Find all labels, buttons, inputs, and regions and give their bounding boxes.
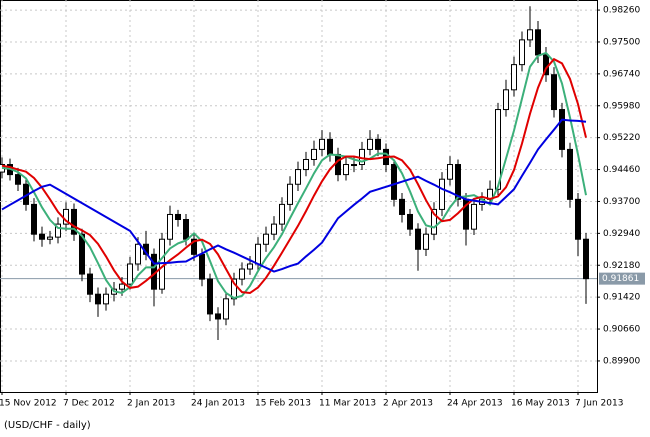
x-tick-label: 7 Dec 2012: [63, 399, 115, 409]
candle-body: [519, 39, 525, 66]
candle-body: [527, 29, 533, 41]
candle-body: [279, 203, 285, 225]
candle-body: [135, 243, 141, 265]
plot-frame: [0, 0, 598, 393]
candle-body: [311, 148, 317, 160]
y-tick-label: 0.91420: [603, 293, 640, 303]
candle-body: [55, 223, 61, 238]
candle-body: [103, 293, 109, 305]
candle-body: [407, 213, 413, 230]
y-tick-label: 0.96740: [603, 69, 640, 79]
candle-body: [183, 219, 189, 240]
y-tick-label: 0.98260: [603, 6, 640, 16]
candle-body: [207, 278, 213, 315]
x-tick-label: 15 Nov 2012: [0, 399, 57, 409]
candle-body: [79, 233, 85, 275]
candle-body: [223, 298, 229, 320]
candle-body: [535, 29, 541, 56]
candle-body: [191, 238, 197, 255]
x-tick-label: 2 Jan 2013: [127, 399, 175, 409]
x-tick-label: 16 May 2013: [511, 399, 570, 409]
candle-body: [447, 164, 453, 180]
candle-body: [559, 109, 565, 150]
candle-body: [263, 233, 269, 245]
candle-body: [119, 283, 125, 290]
chart-title: (USD/CHF - daily): [4, 420, 91, 431]
candle-body: [327, 138, 333, 155]
candle-body: [415, 228, 421, 250]
y-tick-label: 0.93700: [603, 197, 640, 207]
candle-body: [343, 164, 349, 176]
y-tick-label: 0.94460: [603, 165, 640, 175]
candle-body: [31, 203, 37, 235]
candle-body: [95, 293, 101, 305]
candle-body: [551, 74, 557, 111]
candle-body: [167, 213, 173, 240]
x-tick-label: 24 Apr 2013: [447, 399, 503, 409]
y-tick-label: 0.90660: [603, 325, 640, 335]
candle-body: [199, 253, 205, 280]
candle-body: [271, 223, 277, 235]
x-tick-label: 11 Mar 2013: [319, 399, 376, 409]
y-tick-label: 0.95980: [603, 101, 640, 111]
candle-body: [287, 183, 293, 205]
candle-body: [295, 169, 301, 185]
y-tick-label: 0.92180: [603, 261, 640, 271]
candle-body: [303, 158, 309, 171]
candle-body: [15, 174, 21, 185]
last-price-label: 0.91861: [602, 274, 639, 284]
candle-body: [375, 138, 381, 150]
candle-body: [127, 263, 133, 285]
candle-body: [47, 236, 53, 240]
candle-body: [503, 89, 509, 111]
candle-body: [575, 198, 581, 240]
candle-body: [367, 138, 373, 150]
candle-body: [39, 233, 45, 240]
candle-body: [319, 138, 325, 150]
candle-body: [423, 233, 429, 250]
candle-body: [455, 164, 461, 200]
candle-body: [391, 164, 397, 200]
moving-average: [1, 57, 587, 294]
candle-body: [495, 109, 501, 190]
x-tick-label: 15 Feb 2013: [255, 399, 311, 409]
candle-body: [215, 313, 221, 320]
x-tick-label: 24 Jan 2013: [191, 399, 245, 409]
candle-body: [511, 64, 517, 91]
y-tick-label: 0.95220: [603, 133, 640, 143]
candle-body: [255, 243, 261, 265]
y-tick-label: 0.97500: [603, 37, 640, 47]
candle-body: [439, 178, 445, 210]
candle-body: [239, 268, 245, 280]
candle-body: [399, 198, 405, 215]
candle-body: [335, 153, 341, 176]
last-price-box: [599, 272, 645, 285]
candle-body: [175, 213, 181, 221]
candle-body: [431, 208, 437, 235]
candle-body: [247, 263, 253, 270]
candle-body: [471, 203, 477, 230]
y-tick-label: 0.92940: [603, 229, 640, 239]
x-tick-label: 2 Apr 2013: [383, 399, 433, 409]
x-tick-label: 7 Jun 2013: [575, 399, 623, 409]
candle-body: [567, 148, 573, 200]
candle-body: [71, 208, 77, 235]
candle-body: [583, 238, 589, 280]
candle-body: [351, 164, 357, 167]
moving-average: [1, 118, 587, 273]
candle-body: [87, 273, 93, 295]
y-tick-label: 0.89900: [603, 356, 640, 366]
